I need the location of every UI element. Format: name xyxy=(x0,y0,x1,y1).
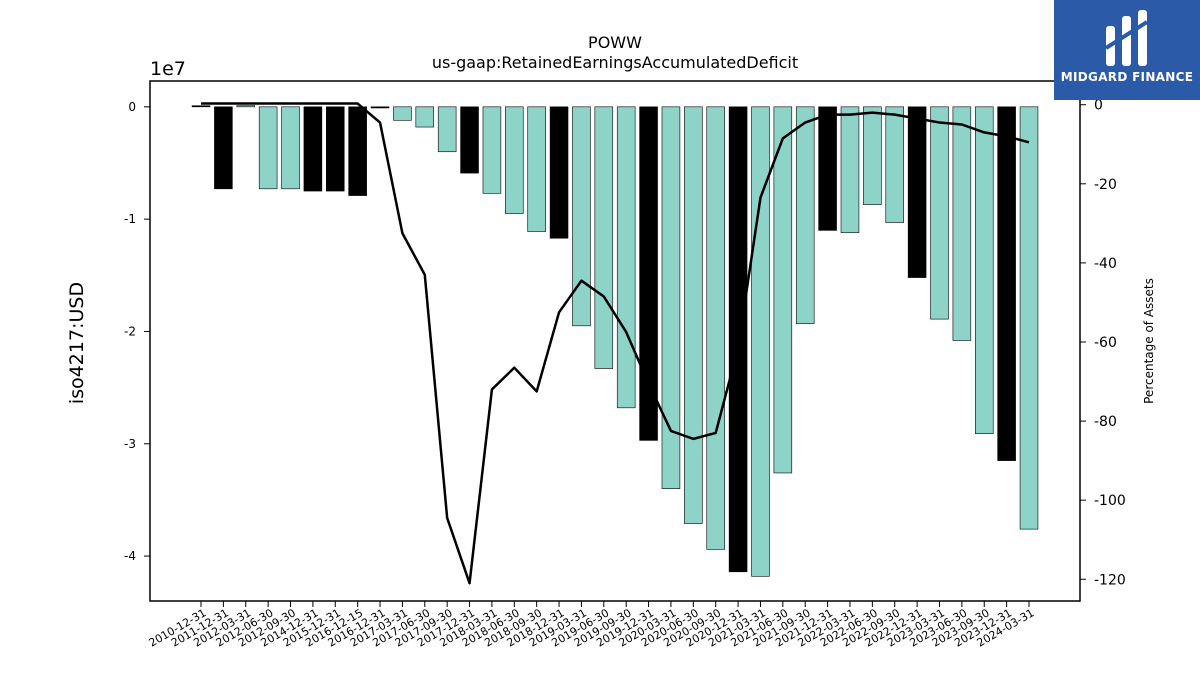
y-tick-label: -3 xyxy=(124,437,136,451)
chart-title: POWW xyxy=(588,33,642,52)
midgard-logo: MIDGARD FINANCE xyxy=(1054,0,1200,100)
bar xyxy=(616,106,636,409)
y2-tick-label: -100 xyxy=(1094,493,1126,509)
bar xyxy=(482,106,502,194)
y2-tick-label: -60 xyxy=(1094,335,1117,351)
bar xyxy=(751,106,770,577)
y2-tick-label: -120 xyxy=(1094,572,1126,588)
bar xyxy=(907,106,927,278)
bar xyxy=(930,106,949,320)
bar xyxy=(818,106,837,231)
bar xyxy=(549,106,569,239)
bar xyxy=(326,106,345,192)
y2-tick-label: -20 xyxy=(1094,177,1117,193)
bar xyxy=(795,106,815,324)
plot-frame xyxy=(149,80,1081,602)
bar xyxy=(437,106,457,153)
y-tick-label: -2 xyxy=(124,324,136,338)
midgard-logo-text: MIDGARD FINANCE xyxy=(1060,70,1194,84)
y-tick-label: 0 xyxy=(128,100,136,114)
bar xyxy=(594,106,614,369)
midgard-logo-icon xyxy=(1104,10,1149,66)
bar xyxy=(393,106,412,121)
bar-group xyxy=(191,105,1039,577)
bar xyxy=(773,106,793,474)
bar xyxy=(639,106,658,441)
y-tick-group: 0 -1 -2 -3 -4 xyxy=(124,100,150,563)
bar xyxy=(527,106,546,232)
bar xyxy=(1019,106,1039,530)
bar xyxy=(572,106,591,327)
bar xyxy=(303,106,323,192)
bar xyxy=(258,106,278,190)
x-tick-group: 2010-12-312011-12-312012-03-312012-06-30… xyxy=(147,601,1037,650)
bar xyxy=(460,106,479,174)
y2-tick-label: 0 xyxy=(1094,98,1103,114)
bar xyxy=(952,106,972,341)
bar xyxy=(214,106,233,190)
y-tick-label: -1 xyxy=(124,212,136,226)
bar xyxy=(191,105,211,108)
y2-tick-label: -40 xyxy=(1094,256,1117,272)
bar xyxy=(997,106,1016,461)
bar xyxy=(840,106,860,233)
bar xyxy=(370,106,390,109)
y2-tick-group: 0 -20 -40 -60 -80 -100 -120 xyxy=(1080,98,1126,588)
bar xyxy=(505,106,524,214)
bar xyxy=(863,106,882,205)
bar xyxy=(415,106,435,128)
chart-subtitle: us-gaap:RetainedEarningsAccumulatedDefic… xyxy=(432,53,798,72)
bar xyxy=(706,106,725,550)
bar xyxy=(281,106,300,190)
y-tick-label: -4 xyxy=(124,549,136,563)
bar xyxy=(236,105,256,108)
bar xyxy=(974,106,994,434)
bar xyxy=(728,106,748,573)
y-multiplier: 1e7 xyxy=(150,58,186,80)
series-line xyxy=(201,102,1030,585)
y-axis-label: iso4217:USD xyxy=(66,282,88,404)
y2-tick-label: -80 xyxy=(1094,414,1117,430)
bar xyxy=(684,106,703,524)
y2-axis-label: Percentage of Assets xyxy=(1142,278,1156,404)
bar xyxy=(661,106,681,489)
bar xyxy=(348,106,367,196)
bar xyxy=(885,106,904,223)
line-group xyxy=(201,102,1030,585)
